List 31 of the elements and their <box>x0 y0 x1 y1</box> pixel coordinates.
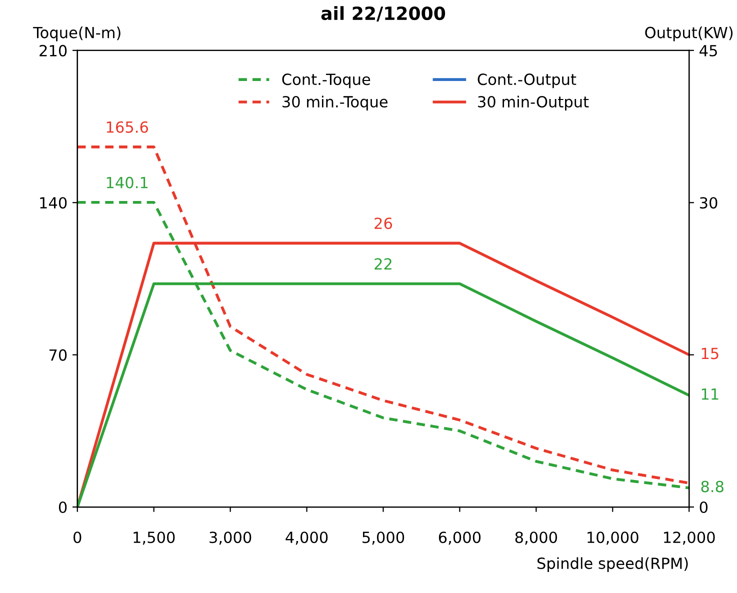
y2-tick-label: 45 <box>700 45 717 56</box>
y-tick-label: 140 <box>40 197 67 209</box>
data-label: 11 <box>702 388 718 400</box>
legend-label: 30 min.-Toque <box>282 96 388 110</box>
x-tick-label: 6,000 <box>438 532 481 545</box>
x-tick-label: 10,000 <box>588 532 638 545</box>
x-tick-label: 4,000 <box>286 532 328 545</box>
data-label: 8.8 <box>701 480 724 492</box>
legend-label: 30 min-Output <box>478 96 589 110</box>
x-tick-label: 12,000 <box>664 532 715 545</box>
data-label: 22 <box>374 258 392 270</box>
y-tick-label: 70 <box>49 349 67 361</box>
data-label: 15 <box>702 348 718 360</box>
x-tick-label: 5,000 <box>362 532 404 545</box>
y-tick-label: 210 <box>40 44 67 56</box>
x-tick-label: 8,000 <box>515 532 558 545</box>
y2-tick-label: 0 <box>700 501 708 514</box>
legend-label: Cont.-Output <box>478 74 576 88</box>
y2-tick-label: 30 <box>700 197 718 209</box>
data-label: 26 <box>374 218 392 230</box>
y-axis-title: Toque(N-m) <box>33 26 120 42</box>
y2-axis-title: Output(KW) <box>645 26 733 42</box>
x-tick-label: 3,000 <box>210 532 252 545</box>
legend-label: Cont.-Toque <box>282 74 370 88</box>
x-tick-label: 1,500 <box>134 532 175 545</box>
chart-title: ail 22/12000 <box>321 6 446 22</box>
data-label: 140.1 <box>106 176 148 188</box>
y-tick-label: 0 <box>58 501 67 514</box>
data-label: 165.6 <box>106 121 148 133</box>
x-tick-label: 0 <box>74 532 82 544</box>
x-axis-title: Spindle speed(RPM) <box>537 557 688 572</box>
